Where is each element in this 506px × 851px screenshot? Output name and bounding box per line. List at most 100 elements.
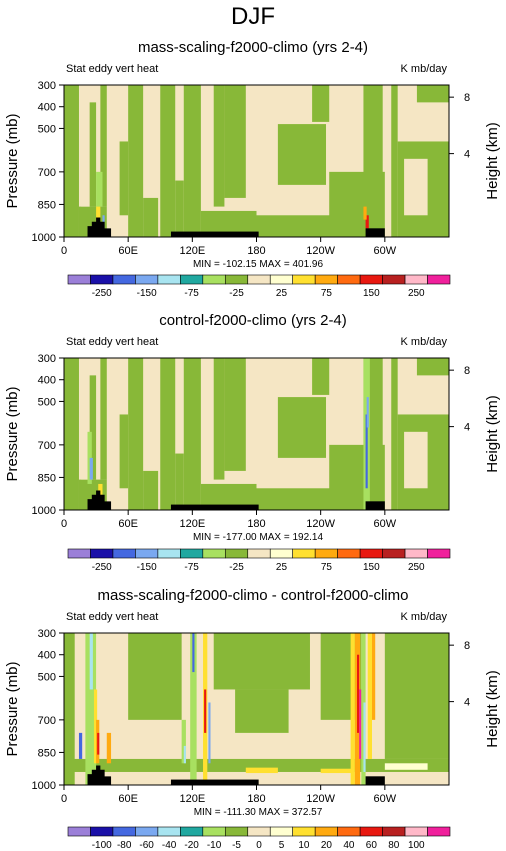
- contour-fill: [190, 633, 197, 785]
- contour-fill: [81, 85, 90, 207]
- colorbar-swatch: [337, 826, 361, 837]
- colorbar-label: 60: [366, 840, 378, 851]
- colorbar-swatch: [67, 274, 91, 285]
- right-axis-title: Height (km): [484, 122, 501, 200]
- panel-units: K mb/day: [401, 611, 448, 623]
- contour-fill: [372, 633, 376, 720]
- contour-fill: [89, 633, 93, 690]
- colorbar-swatch: [269, 274, 294, 285]
- colorbar-label: 80: [388, 840, 400, 851]
- contour-fill: [96, 171, 103, 207]
- colorbar-swatch: [314, 274, 338, 285]
- colorbar-swatch: [269, 548, 294, 559]
- colorbar-swatch: [314, 826, 338, 837]
- x-tick-label: 0: [61, 518, 67, 530]
- contour-fill: [404, 431, 428, 489]
- colorbar-swatch: [337, 274, 361, 285]
- topography-mask: [365, 228, 385, 237]
- colorbar-swatch: [135, 826, 159, 837]
- y-tick-label: 850: [38, 199, 56, 211]
- x-tick-label: 60E: [118, 518, 138, 530]
- contour-fill: [64, 633, 75, 785]
- contour-fill: [204, 689, 207, 733]
- colorbar-label: 250: [408, 288, 425, 299]
- colorbar: -100 -80 -60 -40 -20 -10 -5 0 5 10 20 40 60 80 100: [67, 826, 451, 851]
- colorbar-swatch: [202, 826, 226, 837]
- colorbar-swatch: [67, 826, 91, 837]
- colorbar-label: -100: [92, 840, 112, 851]
- colorbar-swatch: [180, 826, 204, 837]
- colorbar-swatch: [90, 274, 114, 285]
- colorbar-swatch: [157, 826, 181, 837]
- contour-fill: [89, 375, 97, 480]
- x-tick-label: 60E: [118, 245, 138, 257]
- y-tick-label: 500: [38, 671, 56, 683]
- contour-fill: [181, 719, 186, 764]
- colorbar-label: -150: [137, 562, 157, 573]
- contour-fill: [96, 206, 101, 222]
- colorbar-swatch: [382, 826, 406, 837]
- contour-fill: [183, 85, 201, 237]
- contour-fill: [208, 702, 211, 764]
- contour-fill: [361, 633, 366, 785]
- panel-title: mass-scaling-f2000-climo (yrs 2-4): [138, 39, 368, 56]
- contour-fill: [97, 732, 100, 755]
- contour-fill: [192, 633, 195, 673]
- colorbar-swatch: [382, 274, 406, 285]
- x-tick-label: 60W: [374, 518, 397, 530]
- contour-fill: [128, 633, 182, 720]
- colorbar-label: 25: [276, 288, 288, 299]
- colorbar-swatch: [382, 548, 406, 559]
- height-tick-label: 4: [464, 422, 470, 434]
- contour-fill: [213, 358, 225, 480]
- contour-fill: [106, 732, 112, 764]
- contour-fill: [175, 180, 184, 237]
- x-tick-label: 180: [247, 793, 265, 805]
- colorbar-swatch: [247, 826, 271, 837]
- colorbar-label: 5: [279, 840, 285, 851]
- y-tick-label: 850: [38, 747, 56, 759]
- colorbar-label: -75: [184, 562, 199, 573]
- panel-title: control-f2000-climo (yrs 2-4): [159, 312, 347, 329]
- colorbar-swatch: [90, 826, 114, 837]
- right-axis-title: Height (km): [484, 670, 501, 748]
- panel-title: mass-scaling-f2000-climo - control-f2000…: [98, 587, 409, 604]
- colorbar-label: -250: [92, 288, 112, 299]
- x-tick-label: 120E: [179, 518, 205, 530]
- contour-fill: [359, 689, 362, 759]
- height-tick-label: 4: [464, 149, 470, 161]
- colorbar-label: 250: [408, 562, 425, 573]
- contour-fill: [320, 768, 353, 774]
- colorbar-label: -5: [232, 840, 241, 851]
- y-tick-label: 300: [38, 628, 56, 640]
- colorbar-swatch: [224, 274, 249, 285]
- y-tick-label: 700: [38, 440, 56, 452]
- colorbar-swatch: [247, 548, 271, 559]
- contour-fill: [312, 85, 330, 122]
- colorbar-label: 0: [256, 840, 262, 851]
- topography-mask: [170, 504, 259, 510]
- contour-fill: [160, 358, 176, 510]
- contour-fill: [119, 141, 129, 216]
- contour-fill: [183, 358, 201, 510]
- colorbar-swatch: [359, 274, 383, 285]
- contour-fill: [256, 215, 343, 237]
- contour-fill: [100, 85, 107, 207]
- height-tick-label: 8: [464, 92, 470, 104]
- contour-fill: [160, 85, 176, 237]
- contour-fill: [89, 457, 93, 480]
- contour-fill: [89, 102, 97, 207]
- panel-left-label: Stat eddy vert heat: [66, 336, 158, 348]
- contour-fill: [350, 633, 355, 785]
- colorbar-swatch: [202, 548, 226, 559]
- panel-units: K mb/day: [401, 63, 448, 75]
- y-tick-label: 700: [38, 167, 56, 179]
- colorbar-swatch: [112, 826, 136, 837]
- x-tick-label: 120E: [179, 793, 205, 805]
- contour-fill: [256, 488, 343, 510]
- y-axis-title: Pressure (mb): [4, 386, 21, 481]
- colorbar: -250 -150 -75 -25 25 75 150 250: [67, 274, 451, 299]
- topography-mask: [87, 765, 112, 785]
- y-axis-title: Pressure (mb): [4, 661, 21, 756]
- contour-fill: [224, 358, 246, 471]
